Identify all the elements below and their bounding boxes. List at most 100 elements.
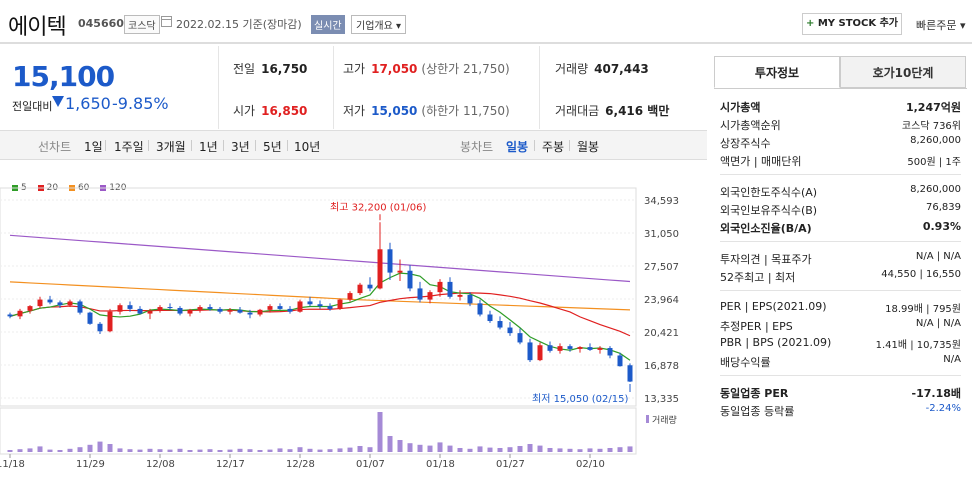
- realtime-button[interactable]: 실시간: [311, 15, 345, 34]
- company-overview-button[interactable]: 기업개요 ▾: [351, 15, 406, 34]
- x-tick-label: 01/18: [426, 459, 455, 470]
- investment-info-panel: 투자정보 호가10단계 시가총액 1,247억원 시가총액순위 코스닥 736위 상장주…: [714, 56, 967, 476]
- period-5y[interactable]: 5년: [263, 140, 282, 154]
- volume-bar: [177, 448, 183, 452]
- candle-body: [87, 312, 93, 324]
- info-row: 외국인한도주식수(A) 8,260,000: [720, 182, 961, 200]
- period-1w[interactable]: 1주일: [114, 140, 144, 154]
- candle-body: [137, 308, 143, 314]
- low-price: 저가 15,050 (하한가 11,750): [343, 104, 510, 118]
- info-value: 18.99배 | 795원: [885, 304, 961, 315]
- down-arrow-icon: [52, 96, 64, 107]
- change-percent: -9.85%: [112, 94, 169, 113]
- candle-body: [347, 293, 353, 300]
- candle-body: [267, 306, 273, 310]
- candle-body: [417, 288, 423, 300]
- market-badge: 코스닥: [124, 15, 160, 34]
- candle-monthly[interactable]: 월봉: [577, 140, 600, 154]
- volume-bar: [377, 412, 383, 452]
- quick-order-button[interactable]: 빠른주문 ▾: [916, 19, 966, 32]
- tab-investment-info[interactable]: 투자정보: [714, 56, 840, 88]
- candle-body: [337, 299, 343, 309]
- panel-divider: [720, 241, 961, 242]
- info-row: PER | EPS(2021.09) 18.99배 | 795원: [720, 298, 961, 316]
- info-row: 시가총액 1,247억원: [720, 97, 961, 115]
- quote-date: 2022.02.15 기준(장마감): [176, 18, 302, 31]
- investment-info-list: 시가총액 1,247억원 시가총액순위 코스닥 736위 상장주식수 8,260,000 액…: [714, 88, 967, 418]
- candle-body: [257, 309, 263, 315]
- volume-bar: [587, 448, 593, 452]
- volume-bar: [267, 449, 273, 452]
- info-value: 8,260,000: [910, 135, 961, 146]
- info-value: 0.93%: [922, 220, 961, 233]
- info-label: 배당수익률: [720, 356, 771, 369]
- candle-weekly[interactable]: 주봉: [542, 140, 565, 154]
- info-row: 투자의견 | 목표주가 N/A | N/A: [720, 249, 961, 267]
- candle-body: [357, 284, 363, 294]
- candle-body: [587, 347, 593, 350]
- volume-bar: [557, 448, 563, 452]
- candle-body: [27, 306, 33, 311]
- y-tick-label: 31,050: [644, 229, 679, 240]
- candle-body: [447, 281, 453, 297]
- candle-body: [227, 309, 233, 312]
- candle-body: [117, 305, 123, 312]
- price-chart[interactable]: 34,593 31,050 27,507 23,964 20,421 16,878 13,3…: [0, 160, 707, 480]
- ma20-line: [9, 292, 631, 337]
- candle-body: [107, 311, 113, 332]
- info-label: PBR | BPS (2021.09): [720, 336, 832, 349]
- info-row: 상장주식수 8,260,000: [720, 133, 961, 151]
- volume-bar: [237, 448, 243, 452]
- volume-bar: [287, 449, 293, 452]
- candle-body: [627, 365, 633, 382]
- candle-body: [17, 310, 23, 317]
- candle-body: [77, 301, 83, 313]
- volume-bar: [497, 448, 503, 452]
- volume-bar: [447, 445, 453, 452]
- candle-chart-label[interactable]: 봉차트: [460, 140, 494, 154]
- volume-bar: [7, 450, 13, 452]
- candle-body: [597, 348, 603, 350]
- volume-bar: [107, 444, 113, 452]
- candle-body: [407, 270, 413, 289]
- info-value: 44,550 | 16,550: [881, 269, 961, 280]
- info-row: 시가총액순위 코스닥 736위: [720, 115, 961, 133]
- panel-divider: [720, 174, 961, 175]
- candle-body: [327, 306, 333, 309]
- volume-bar: [57, 450, 63, 452]
- open-price: 시가 16,850: [233, 104, 308, 118]
- panel-tabs: 투자정보 호가10단계: [714, 56, 967, 88]
- line-chart-label[interactable]: 선차트: [38, 140, 72, 154]
- info-row: PBR | BPS (2021.09) 1.41배 | 10,735원: [720, 334, 961, 352]
- info-row: 외국인보유주식수(B) 76,839: [720, 200, 961, 218]
- candle-body: [617, 355, 623, 367]
- period-1d[interactable]: 1일: [84, 140, 103, 154]
- info-row: 52주최고 | 최저 44,550 | 16,550: [720, 267, 961, 285]
- info-value: 500원 | 1주: [907, 157, 961, 168]
- info-value: 1.41배 | 10,735원: [875, 340, 961, 351]
- plus-icon: +: [805, 18, 818, 29]
- info-label: 액면가 | 매매단위: [720, 155, 802, 168]
- candle-daily[interactable]: 일봉: [506, 140, 529, 154]
- price-stats: 전일 16,750 고가 17,050 (상한가 21,750) 거래량 407,443…: [218, 46, 707, 129]
- candle-body: [367, 284, 373, 289]
- candle-body: [67, 301, 73, 306]
- period-3y[interactable]: 3년: [231, 140, 250, 154]
- trade-amount: 거래대금 6,416 백만: [555, 104, 670, 118]
- volume-bar: [327, 449, 333, 452]
- volume-legend-swatch: [646, 415, 649, 423]
- x-tick-label: 02/10: [576, 459, 605, 470]
- tab-hoga-10[interactable]: 호가10단계: [840, 56, 966, 88]
- period-1y[interactable]: 1년: [199, 140, 218, 154]
- candle-body: [127, 305, 133, 309]
- candle-body: [377, 249, 383, 289]
- volume-bar: [577, 449, 583, 452]
- high-price: 고가 17,050 (상한가 21,750): [343, 62, 510, 76]
- volume-bar: [467, 448, 473, 452]
- volume-bar: [347, 447, 353, 452]
- info-label: 동일업종 등락률: [720, 405, 795, 418]
- period-10y[interactable]: 10년: [294, 140, 321, 154]
- add-mystock-button[interactable]: + MY STOCK 추가: [802, 13, 902, 35]
- volume-bar: [437, 442, 443, 452]
- period-3m[interactable]: 3개월: [156, 140, 186, 154]
